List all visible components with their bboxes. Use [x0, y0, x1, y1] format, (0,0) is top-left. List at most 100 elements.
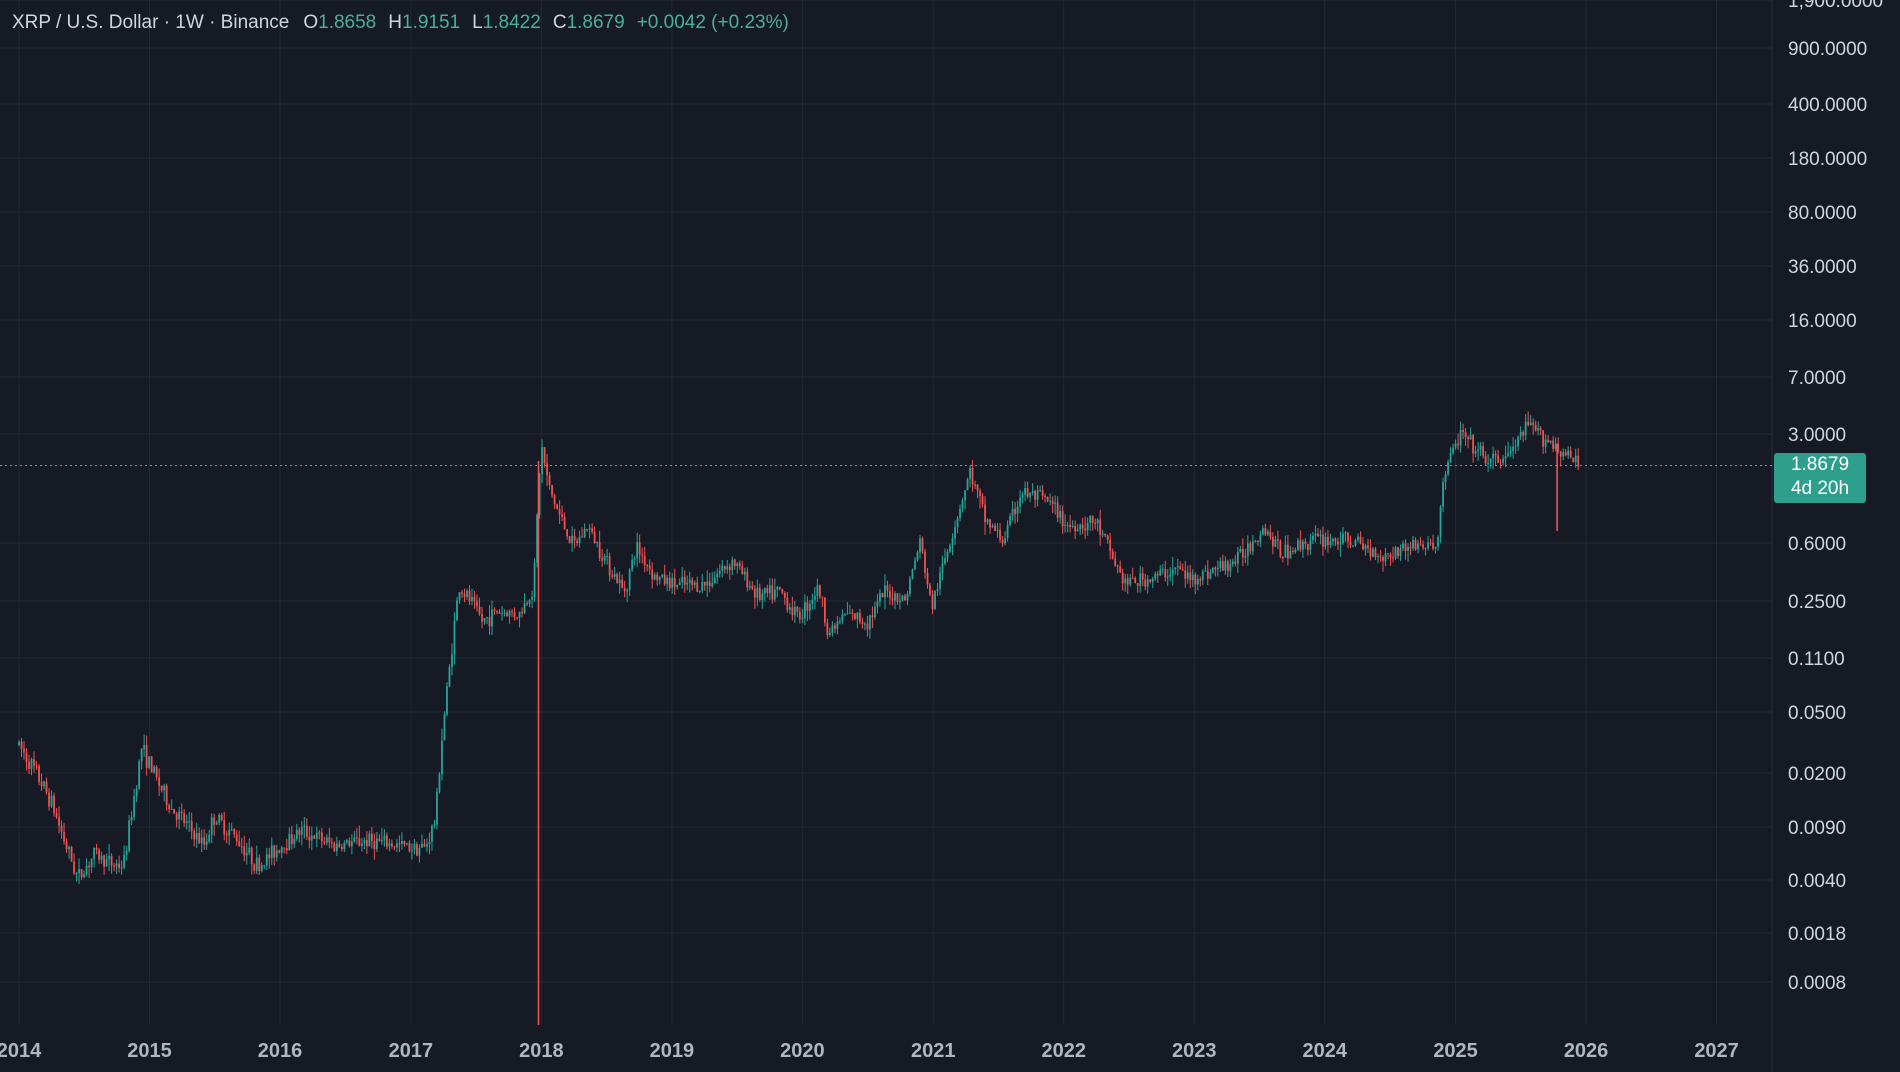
- candle: [1519, 426, 1522, 440]
- price-tick-label: 3.0000: [1788, 425, 1846, 446]
- candle-body: [1387, 553, 1389, 555]
- candle-body: [1054, 502, 1057, 504]
- candle-body: [588, 528, 591, 530]
- candle: [200, 829, 203, 853]
- candle-body: [1034, 491, 1037, 500]
- candle: [423, 838, 426, 848]
- candle: [969, 465, 971, 488]
- candle: [203, 829, 206, 850]
- candle-body: [1099, 519, 1102, 535]
- candle: [711, 572, 714, 589]
- candle-body: [1006, 524, 1009, 539]
- candle: [1394, 546, 1397, 561]
- candle-body: [250, 847, 253, 865]
- candle: [583, 523, 586, 539]
- candle: [621, 574, 624, 589]
- candle-body: [1109, 539, 1112, 552]
- candle-body: [648, 565, 651, 570]
- candle-body: [551, 485, 553, 496]
- candle-body: [433, 824, 436, 826]
- candle-body: [85, 865, 88, 875]
- candle-body: [661, 574, 664, 577]
- candle: [1081, 518, 1084, 535]
- candle: [1512, 437, 1515, 459]
- time-tick-label: 2018: [519, 1040, 564, 1062]
- candle-body: [653, 574, 656, 580]
- candle-body: [293, 838, 296, 844]
- candle: [325, 834, 328, 846]
- candle: [758, 583, 761, 602]
- candle-body: [864, 623, 866, 625]
- candle-body: [491, 609, 493, 627]
- candle: [1567, 446, 1570, 459]
- candle-body: [498, 612, 501, 614]
- candle: [153, 764, 156, 774]
- candle-body: [1399, 548, 1402, 557]
- candle: [896, 593, 899, 605]
- candle: [1312, 531, 1314, 545]
- candle-body: [1289, 550, 1292, 559]
- candle-body: [894, 593, 896, 601]
- candle: [884, 574, 886, 610]
- candle: [408, 840, 411, 853]
- candle: [776, 586, 779, 598]
- symbol-title[interactable]: XRP / U.S. Dollar · 1W · Binance: [12, 12, 290, 33]
- candle-body: [1156, 573, 1159, 576]
- candle: [816, 578, 819, 602]
- candle-body: [793, 606, 796, 616]
- candle-body: [45, 781, 48, 793]
- candle: [879, 589, 881, 607]
- candle-body: [796, 606, 799, 612]
- candle-body: [741, 566, 744, 575]
- candle: [688, 571, 691, 593]
- candle-body: [421, 843, 423, 848]
- candle-body: [283, 847, 286, 849]
- candle-body: [173, 808, 176, 814]
- candle-body: [150, 756, 153, 773]
- candle-body: [353, 837, 356, 842]
- candle-body: [403, 841, 406, 845]
- candle: [823, 597, 826, 627]
- candle-body: [298, 829, 301, 835]
- candle: [320, 827, 323, 849]
- candle: [531, 590, 533, 609]
- candle-body: [1004, 538, 1006, 544]
- candle: [1121, 568, 1124, 591]
- candle-body: [478, 606, 481, 614]
- candle-body: [1244, 555, 1247, 558]
- candle: [1171, 556, 1174, 586]
- candle: [60, 820, 63, 839]
- time-axis[interactable]: 2014 2015 2016 2017 2018 2019 2020 2021 2022 2023…: [0, 1040, 1739, 1062]
- candle-body: [78, 869, 80, 874]
- candle: [561, 505, 563, 522]
- candle-body: [253, 864, 256, 871]
- candle-body: [343, 842, 346, 850]
- candle-body: [295, 829, 298, 839]
- candle-body: [1149, 579, 1152, 582]
- candle: [889, 584, 891, 605]
- candle: [1484, 451, 1487, 466]
- price-axis[interactable]: 1,900.0000 900.0000 400.0000 180.0000 80.000…: [1788, 0, 1883, 994]
- candle: [578, 530, 581, 548]
- candle-body: [964, 490, 966, 501]
- candle-body: [1497, 455, 1500, 463]
- candle-body: [578, 536, 581, 544]
- candle: [363, 837, 366, 850]
- candle: [891, 586, 894, 606]
- candle-body: [1219, 561, 1222, 569]
- candle-body: [1129, 577, 1132, 585]
- candle: [1554, 437, 1557, 452]
- time-tick-label: 2022: [1041, 1040, 1086, 1062]
- candle-body: [481, 613, 483, 622]
- candle-body: [463, 593, 466, 597]
- candle: [1527, 411, 1530, 427]
- candle: [105, 853, 108, 867]
- candle-body: [1199, 579, 1202, 581]
- candle: [1517, 435, 1520, 451]
- candle: [516, 617, 518, 620]
- candle: [1191, 569, 1194, 588]
- candle-body: [93, 847, 95, 859]
- candle-body: [1484, 455, 1487, 464]
- candle-body: [721, 565, 724, 571]
